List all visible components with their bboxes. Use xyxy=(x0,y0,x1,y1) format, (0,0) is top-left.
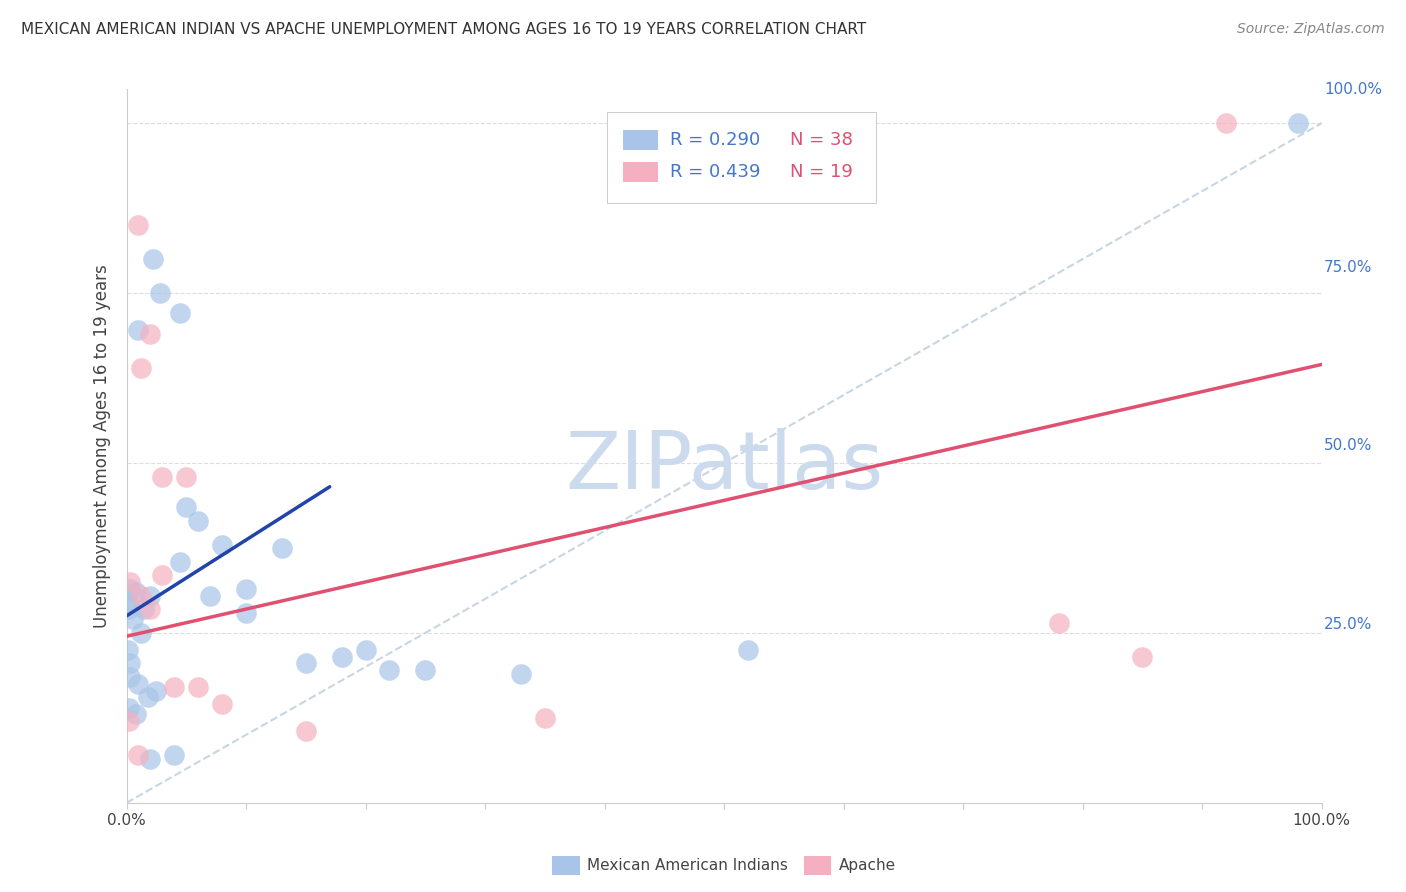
Text: MEXICAN AMERICAN INDIAN VS APACHE UNEMPLOYMENT AMONG AGES 16 TO 19 YEARS CORRELA: MEXICAN AMERICAN INDIAN VS APACHE UNEMPL… xyxy=(21,22,866,37)
Point xyxy=(118,700,141,714)
Text: 25.0%: 25.0% xyxy=(1324,617,1372,632)
Point xyxy=(174,469,197,483)
Bar xyxy=(623,162,658,182)
Point xyxy=(330,649,353,664)
Point xyxy=(294,724,316,739)
Point xyxy=(354,643,377,657)
Point xyxy=(118,714,141,729)
Point xyxy=(163,680,186,694)
Point xyxy=(1215,116,1237,130)
Point xyxy=(129,360,152,375)
Point xyxy=(1130,649,1153,664)
Point xyxy=(150,568,174,582)
Point xyxy=(127,677,149,691)
Point xyxy=(509,666,531,681)
Point xyxy=(134,602,156,616)
Point xyxy=(118,602,141,616)
Point xyxy=(235,582,257,596)
Point xyxy=(235,606,257,620)
Point xyxy=(117,595,139,609)
Point xyxy=(120,582,142,596)
Point xyxy=(142,252,165,266)
Point xyxy=(169,306,191,320)
Point xyxy=(127,323,149,337)
Point xyxy=(139,589,162,603)
FancyBboxPatch shape xyxy=(607,112,876,203)
Point xyxy=(129,626,152,640)
Point xyxy=(174,500,197,515)
Point xyxy=(187,514,209,528)
Point xyxy=(1286,116,1309,130)
Point xyxy=(270,541,294,555)
Point xyxy=(136,690,159,705)
Point xyxy=(145,683,167,698)
Text: ZIPatlas: ZIPatlas xyxy=(565,428,883,507)
Text: R = 0.439: R = 0.439 xyxy=(671,163,761,181)
Point xyxy=(120,574,142,589)
Point xyxy=(125,585,148,599)
Bar xyxy=(623,130,658,150)
Point xyxy=(294,657,316,671)
Point xyxy=(150,469,174,483)
Point xyxy=(117,643,139,657)
Point xyxy=(187,680,209,694)
Text: N = 38: N = 38 xyxy=(790,131,852,149)
Point xyxy=(211,537,233,551)
Point xyxy=(737,643,759,657)
Point xyxy=(127,748,149,763)
Point xyxy=(139,602,162,616)
Point xyxy=(413,663,436,677)
Point xyxy=(120,657,142,671)
Point xyxy=(378,663,401,677)
Point xyxy=(211,698,233,712)
Point xyxy=(200,589,222,603)
Point xyxy=(139,751,162,765)
Point xyxy=(127,218,149,232)
Point xyxy=(1047,615,1070,630)
Text: 100.0%: 100.0% xyxy=(1324,82,1382,96)
Point xyxy=(125,707,148,722)
Text: R = 0.290: R = 0.290 xyxy=(671,131,761,149)
Point xyxy=(169,555,191,569)
Point xyxy=(149,286,172,301)
Text: 75.0%: 75.0% xyxy=(1324,260,1372,275)
Text: 50.0%: 50.0% xyxy=(1324,439,1372,453)
Point xyxy=(163,748,186,763)
Text: N = 19: N = 19 xyxy=(790,163,852,181)
Text: Source: ZipAtlas.com: Source: ZipAtlas.com xyxy=(1237,22,1385,37)
Legend: Mexican American Indians, Apache: Mexican American Indians, Apache xyxy=(546,850,903,880)
Point xyxy=(533,711,555,725)
Point xyxy=(121,612,143,626)
Point xyxy=(139,326,162,341)
Point xyxy=(120,670,142,684)
Point xyxy=(129,589,152,603)
Y-axis label: Unemployment Among Ages 16 to 19 years: Unemployment Among Ages 16 to 19 years xyxy=(93,264,111,628)
